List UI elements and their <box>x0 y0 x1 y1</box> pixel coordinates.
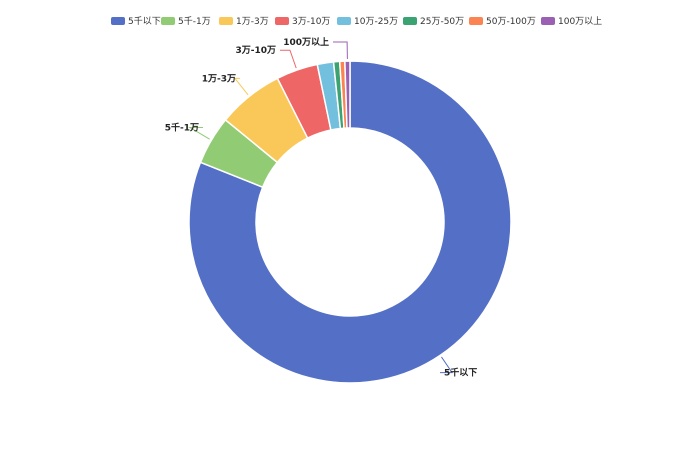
legend-label: 5千-1万 <box>178 16 211 27</box>
legend-label: 50万-100万 <box>486 17 536 27</box>
legend-item-5[interactable]: 10万-25万 <box>337 17 398 27</box>
chart-legend: 5千以下 5千-1万 1万-3万 3万-10万 10万-25万 25万-50万 50万-10… <box>111 16 602 27</box>
callout-leader-line <box>233 77 249 96</box>
callout-3: 1万-3万 <box>202 73 249 96</box>
callout-leader-line <box>440 356 454 374</box>
callout-label: 5千以下 <box>444 367 477 379</box>
callout-1: 5千以下 <box>440 356 477 379</box>
legend-swatch <box>219 17 233 25</box>
legend-swatch <box>111 17 125 25</box>
callout-label: 100万以上 <box>283 36 329 48</box>
callout-label: 5千-1万 <box>165 121 199 133</box>
legend-item-3[interactable]: 1万-3万 <box>219 17 269 27</box>
legend-label: 10万-25万 <box>354 17 398 27</box>
legend-swatch <box>469 17 483 25</box>
legend-item-2[interactable]: 5千-1万 <box>161 16 211 27</box>
legend-item-8[interactable]: 100万以上 <box>541 16 602 27</box>
legend-label: 3万-10万 <box>292 17 330 27</box>
legend-item-6[interactable]: 25万-50万 <box>403 17 464 27</box>
legend-label: 100万以上 <box>558 16 602 27</box>
slice-8[interactable] <box>344 60 351 129</box>
legend-label: 1万-3万 <box>236 17 269 27</box>
legend-label: 5千以下 <box>128 16 161 27</box>
callout-4: 3万-10万 <box>235 45 297 69</box>
legend-swatch <box>403 17 417 25</box>
callout-leader-line <box>187 126 210 140</box>
slice-callouts: 5千以下 5千-1万 1万-3万 3万-10万 100万以上 <box>165 36 478 379</box>
callout-leader-line <box>280 49 297 69</box>
callout-5: 100万以上 <box>283 36 348 60</box>
callout-leader-line <box>333 41 348 60</box>
callout-2: 5千-1万 <box>165 121 210 140</box>
legend-label: 25万-50万 <box>420 17 464 27</box>
callout-label: 1万-3万 <box>202 73 236 84</box>
callout-label: 3万-10万 <box>235 45 276 56</box>
legend-item-7[interactable]: 50万-100万 <box>469 17 536 27</box>
donut-slices <box>188 60 512 384</box>
slice-1[interactable] <box>188 60 512 384</box>
legend-swatch <box>161 17 175 25</box>
legend-item-4[interactable]: 3万-10万 <box>275 17 330 27</box>
legend-swatch <box>337 17 351 25</box>
legend-swatch <box>275 17 289 25</box>
legend-item-1[interactable]: 5千以下 <box>111 16 161 27</box>
legend-swatch <box>541 17 555 25</box>
